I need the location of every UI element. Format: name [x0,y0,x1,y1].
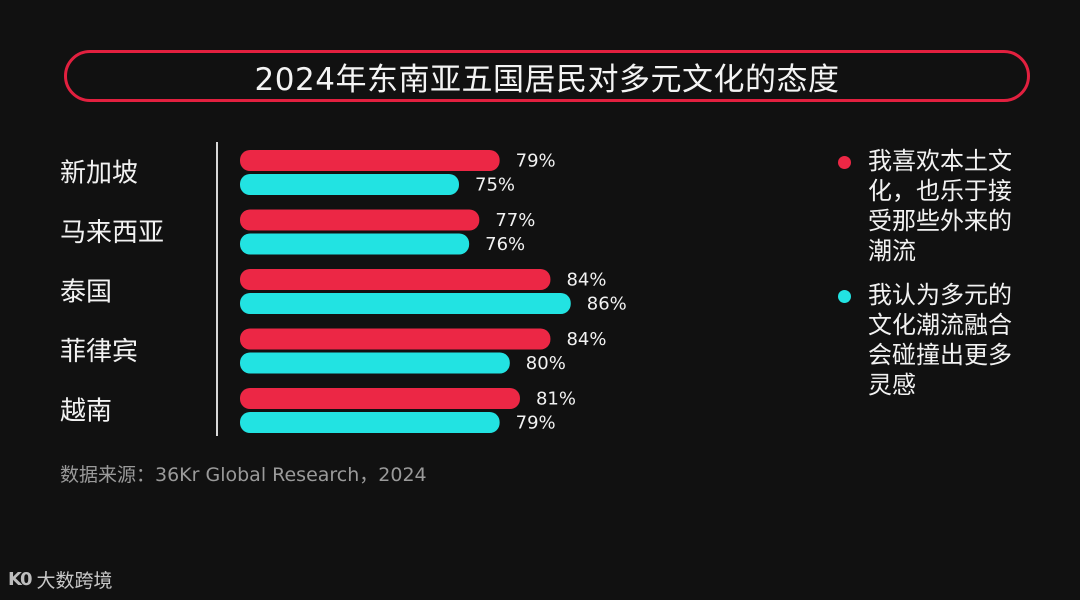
brand-watermark: K0 大数跨境 [8,566,113,593]
data-label: 75% [475,175,515,196]
category-label: 新加坡 [60,159,138,189]
bar-series2 [240,352,510,374]
data-label: 77% [495,210,535,231]
chart-title: 2024年东南亚五国居民对多元文化的态度 [254,61,840,98]
legend-dot-2 [838,290,851,303]
category-label: 菲律宾 [60,337,138,367]
bar-series2 [240,412,500,433]
legend-label-1: 我喜欢本土文化，也乐于接受那些外来的潮流 [868,147,1012,265]
data-label: 81% [536,389,576,410]
bar-series2 [240,174,459,195]
category-label: 越南 [60,397,112,427]
data-label: 84% [566,270,606,291]
legend-item-1: 我喜欢本土文化，也乐于接受那些外来的潮流 [838,146,1038,266]
bar-series1 [240,388,520,409]
data-label: 80% [526,353,566,374]
legend-dot-1 [838,156,851,169]
y-axis-line [216,142,218,436]
legend-item-2: 我认为多元的文化潮流融合会碰撞出更多灵感 [838,280,1038,400]
brand-name: 大数跨境 [36,570,113,592]
chart-title-box: 2024年东南亚五国居民对多元文化的态度 [64,50,1030,102]
bar-series1 [240,209,480,231]
bar-series1 [240,328,551,350]
data-label: 76% [485,234,525,255]
data-source: 数据来源：36Kr Global Research，2024 [60,464,427,486]
bar-series2 [240,233,470,255]
data-label: 79% [516,413,556,434]
bar-series2 [240,293,571,314]
data-label: 84% [566,329,606,350]
bar-series1 [240,150,500,171]
bar-series1 [240,269,551,290]
legend-label-2: 我认为多元的文化潮流融合会碰撞出更多灵感 [868,281,1012,399]
brand-logo-icon: K0 [8,569,33,590]
data-label: 86% [587,294,627,315]
data-label: 79% [516,151,556,172]
legend: 我喜欢本土文化，也乐于接受那些外来的潮流 我认为多元的文化潮流融合会碰撞出更多灵… [838,146,1038,414]
category-label: 泰国 [60,278,112,308]
category-label: 马来西亚 [60,218,164,248]
